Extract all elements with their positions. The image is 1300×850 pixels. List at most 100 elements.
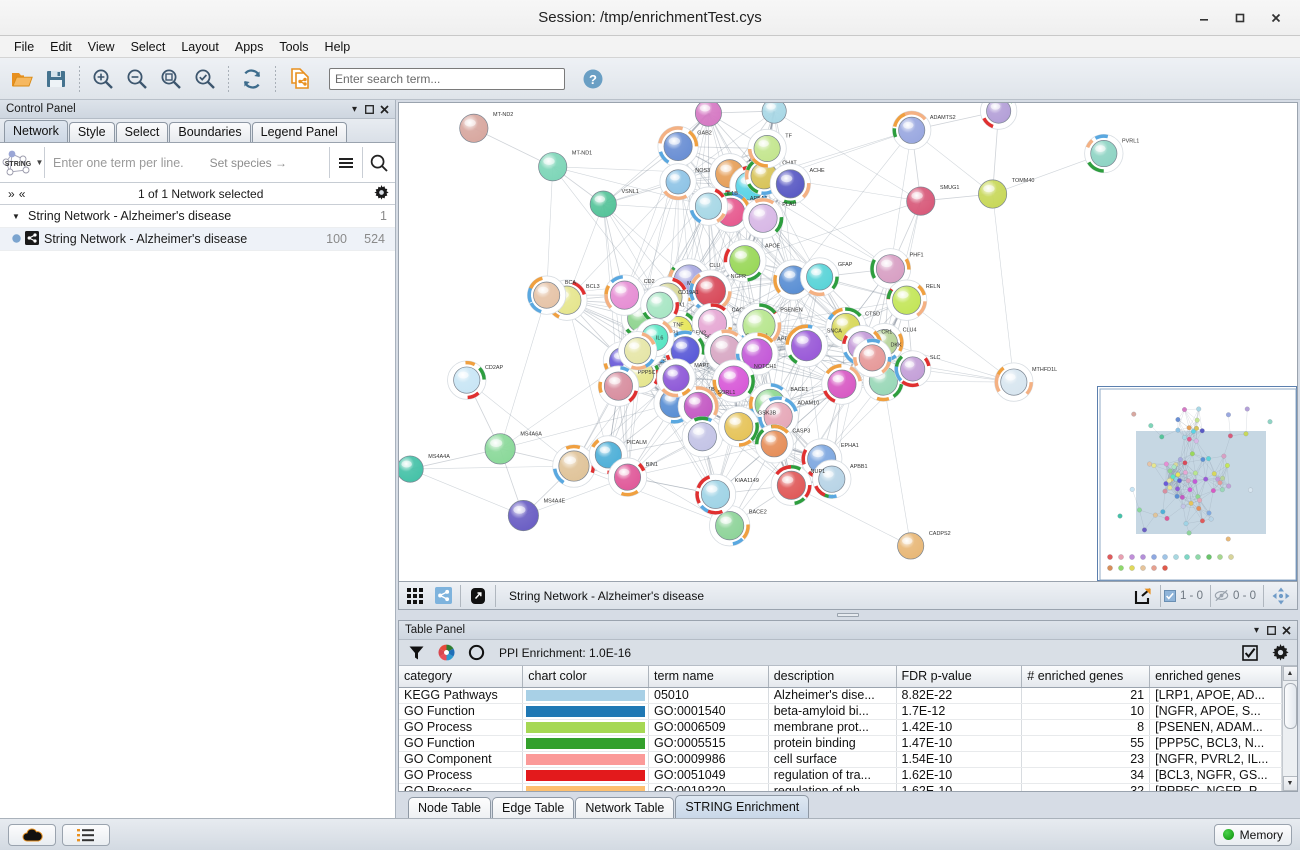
- export-network-icon[interactable]: [283, 63, 315, 95]
- save-icon[interactable]: [40, 63, 72, 95]
- network-node[interactable]: TNF: [635, 317, 685, 358]
- memory-button[interactable]: Memory: [1213, 823, 1292, 846]
- enrichment-table-body[interactable]: KEGG Pathways 05010 Alzheimer's dise... 8.8…: [399, 687, 1282, 791]
- export-image-icon[interactable]: [1129, 584, 1157, 608]
- table-row[interactable]: GO Process GO:0051049 regulation of tra...…: [399, 767, 1282, 784]
- maximize-button[interactable]: [1222, 3, 1258, 33]
- network-node[interactable]: GFAP: [800, 257, 853, 297]
- table-panel-close-icon[interactable]: [1279, 623, 1294, 638]
- menu-view[interactable]: View: [87, 39, 115, 54]
- search-input[interactable]: [329, 67, 565, 90]
- network-node[interactable]: KIAA1149: [694, 473, 759, 515]
- birds-eye-overview[interactable]: [1097, 386, 1297, 581]
- network-node[interactable]: TOMM40: [978, 178, 1034, 209]
- donut-ring-icon[interactable]: [465, 642, 487, 664]
- tab-network-table[interactable]: Network Table: [575, 797, 675, 818]
- tab-edge-table[interactable]: Edge Table: [492, 797, 575, 818]
- close-button[interactable]: [1258, 3, 1294, 33]
- network-node[interactable]: GSK3B: [718, 405, 777, 448]
- network-node[interactable]: CADPS2: [897, 531, 951, 560]
- zoom-selected-icon[interactable]: [189, 63, 221, 95]
- network-node[interactable]: IL1B: [688, 186, 738, 226]
- network-node[interactable]: CD19A1: [640, 285, 699, 325]
- table-vertical-scrollbar[interactable]: ▲ ▼: [1282, 666, 1297, 791]
- table-row[interactable]: GO Component GO:0009986 cell surface 1.54E-…: [399, 751, 1282, 768]
- gear-icon[interactable]: [1269, 642, 1291, 664]
- network-node[interactable]: NGFR: [688, 269, 746, 313]
- enrichment-table-wrapper[interactable]: category chart color term name descripti…: [399, 666, 1297, 791]
- network-node[interactable]: VSNL1: [589, 189, 639, 218]
- table-row[interactable]: GO Process GO:0006509 membrane prot... 1.42…: [399, 719, 1282, 736]
- network-node[interactable]: MAPT: [656, 358, 710, 398]
- menu-help[interactable]: Help: [324, 39, 351, 54]
- funnel-filter-icon[interactable]: [405, 642, 427, 664]
- table-panel-float-icon[interactable]: [1264, 623, 1279, 638]
- string-logo-icon[interactable]: STRING ▼: [0, 143, 44, 182]
- open-folder-icon[interactable]: [6, 63, 38, 95]
- network-node[interactable]: MS4A4E: [507, 498, 565, 532]
- network-view[interactable]: MT-ND2 MT-ND1 VSNL1 CD2AP MS4A4A MS4A6A MS4A4E…: [398, 102, 1298, 582]
- network-node[interactable]: SNCA: [784, 324, 842, 368]
- network-node[interactable]: CD2: [603, 274, 655, 316]
- selected-nodes-checkbox[interactable]: [1163, 589, 1176, 602]
- network-node[interactable]: ADAMTS2: [892, 110, 956, 150]
- column-term-name[interactable]: term name: [648, 666, 769, 688]
- annotation-icon[interactable]: [464, 584, 492, 608]
- network-node[interactable]: RELN: [886, 279, 940, 321]
- network-node[interactable]: ACHE: [769, 163, 825, 205]
- network-node[interactable]: MT-ND1: [538, 151, 593, 182]
- tab-style[interactable]: Style: [68, 122, 115, 142]
- grid-layout-icon[interactable]: [401, 584, 429, 608]
- hidden-nodes-icon[interactable]: [1214, 589, 1229, 602]
- task-list-icon[interactable]: [62, 823, 110, 846]
- network-node[interactable]: SMUG1: [906, 185, 960, 216]
- network-node[interactable]: TF: [747, 128, 793, 169]
- network-node[interactable]: MT-ND2: [459, 112, 514, 143]
- network-node[interactable]: NOS3: [659, 163, 710, 201]
- search-icon[interactable]: [363, 143, 395, 182]
- table-row[interactable]: GO Process GO:0019220 regulation of ph... 1…: [399, 783, 1282, 791]
- chevron-down-icon[interactable]: ▼: [35, 158, 44, 167]
- network-node[interactable]: PLAU: [742, 197, 797, 239]
- network-node[interactable]: SLC: [894, 350, 941, 388]
- network-node[interactable]: PVRL1: [1084, 133, 1140, 174]
- network-node[interactable]: CD2AP: [447, 360, 504, 400]
- menu-file[interactable]: File: [14, 39, 35, 54]
- checkbox-checked-icon[interactable]: [1239, 642, 1261, 664]
- network-node[interactable]: ITGB2: [694, 103, 742, 127]
- column-category[interactable]: category: [399, 666, 524, 688]
- network-node[interactable]: NOTCH1: [712, 359, 776, 403]
- menu-tools[interactable]: Tools: [279, 39, 309, 54]
- column-enriched-genes[interactable]: enriched genes: [1149, 666, 1282, 688]
- column-description[interactable]: description: [768, 666, 897, 688]
- scroll-down-arrow[interactable]: ▼: [1282, 776, 1297, 791]
- expand-all-icon[interactable]: «: [18, 186, 26, 201]
- tab-boundaries[interactable]: Boundaries: [169, 122, 251, 142]
- cloud-icon[interactable]: [8, 823, 56, 846]
- color-wheel-icon[interactable]: [435, 642, 457, 664]
- network-node[interactable]: IL6: [618, 331, 663, 371]
- zoom-out-icon[interactable]: [121, 63, 153, 95]
- set-species-link[interactable]: Set species →: [209, 155, 287, 170]
- collapse-all-icon[interactable]: »: [8, 186, 15, 201]
- column-chart-color[interactable]: chart color: [522, 666, 650, 688]
- control-panel-float-icon[interactable]: [362, 102, 377, 117]
- network-node[interactable]: MS4A6A: [484, 432, 542, 465]
- network-tree-item[interactable]: String Network - Alzheimer's disease 100…: [0, 228, 395, 251]
- minimize-button[interactable]: [1186, 3, 1222, 33]
- control-panel-close-icon[interactable]: [377, 102, 392, 117]
- network-node[interactable]: PHF1: [869, 248, 924, 290]
- column-fdr-p-value[interactable]: FDR p-value: [896, 666, 1023, 688]
- control-panel-dropdown-icon[interactable]: ▾: [351, 103, 358, 115]
- tab-node-table[interactable]: Node Table: [408, 797, 492, 818]
- scroll-thumb[interactable]: [1283, 683, 1297, 729]
- scroll-up-arrow[interactable]: ▲: [1282, 666, 1297, 681]
- tab-legend-panel[interactable]: Legend Panel: [251, 122, 347, 142]
- network-node[interactable]: NUP1: [770, 464, 825, 506]
- network-node[interactable]: CASP3: [754, 424, 810, 464]
- network-node[interactable]: DKK: [852, 338, 902, 378]
- menu-apps[interactable]: Apps: [234, 39, 264, 54]
- menu-select[interactable]: Select: [130, 39, 166, 54]
- tab-select[interactable]: Select: [115, 122, 169, 142]
- expand-triangle-icon[interactable]: ▼: [12, 211, 20, 221]
